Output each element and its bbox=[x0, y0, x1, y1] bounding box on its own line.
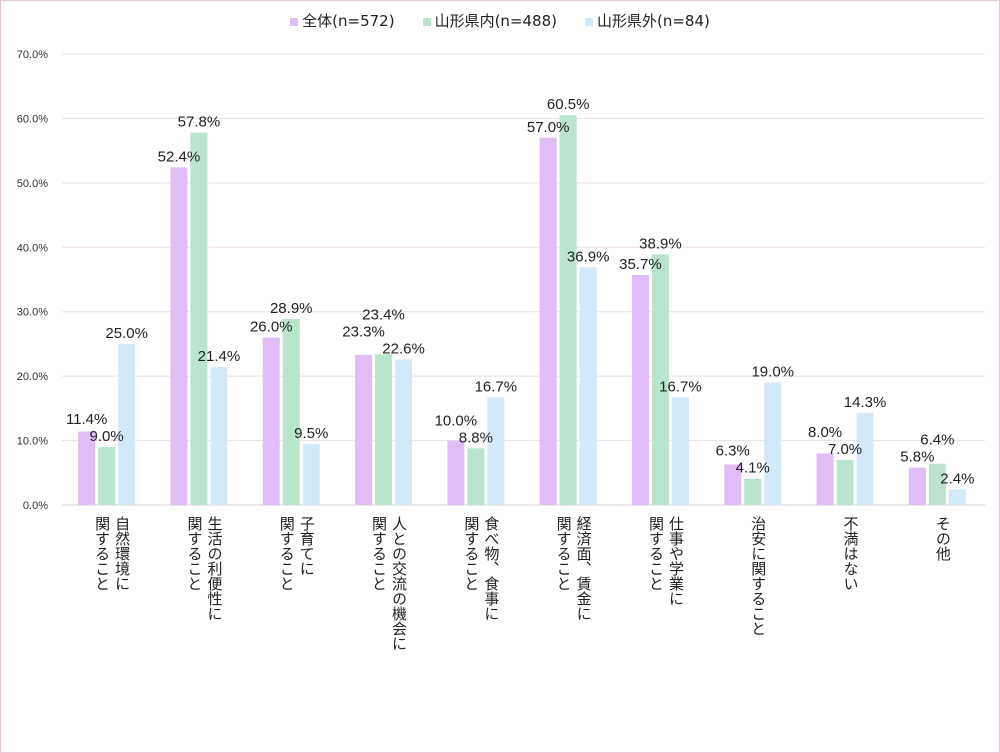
bar bbox=[671, 397, 689, 505]
data-label: 52.4% bbox=[158, 148, 201, 165]
legend-label: 山形県外(n=84) bbox=[596, 12, 710, 30]
legend-item: 全体(n=572) bbox=[290, 10, 395, 31]
data-label: 26.0% bbox=[250, 318, 293, 335]
x-tick-label: 自然環境に 関すること bbox=[93, 516, 132, 591]
x-tick-label: 経済面、賃金に 関すること bbox=[554, 516, 593, 621]
data-label: 21.4% bbox=[198, 348, 241, 365]
bar bbox=[559, 115, 577, 505]
bar bbox=[282, 318, 300, 505]
bar bbox=[539, 137, 557, 505]
data-label: 23.4% bbox=[362, 306, 405, 323]
bar bbox=[262, 337, 280, 505]
data-label: 2.4% bbox=[940, 471, 974, 488]
legend-swatch bbox=[422, 17, 431, 26]
y-tick-label: 40.0% bbox=[17, 242, 48, 254]
y-tick-label: 10.0% bbox=[17, 436, 48, 448]
bar bbox=[190, 132, 208, 506]
bar bbox=[487, 397, 505, 505]
y-tick-label: 0.0% bbox=[23, 500, 48, 512]
x-tick-label: 治安に関すること bbox=[749, 516, 768, 636]
data-label: 9.0% bbox=[90, 428, 124, 445]
data-label: 23.3% bbox=[342, 323, 385, 340]
data-label: 14.3% bbox=[844, 394, 887, 411]
data-label: 7.0% bbox=[828, 441, 862, 458]
bar bbox=[210, 367, 228, 505]
bar bbox=[856, 412, 874, 505]
bar bbox=[355, 354, 373, 505]
data-label: 10.0% bbox=[435, 412, 478, 429]
x-tick-label: 子育てに 関すること bbox=[277, 516, 316, 591]
legend: 全体(n=572) 山形県内(n=488) 山形県外(n=84) bbox=[0, 10, 1000, 31]
legend-swatch bbox=[584, 17, 593, 26]
bar bbox=[579, 267, 597, 505]
bar bbox=[724, 464, 742, 505]
bar bbox=[98, 447, 116, 505]
bar bbox=[908, 467, 926, 505]
x-tick-label: 仕事や学業に 関すること bbox=[646, 516, 685, 606]
bar bbox=[744, 478, 762, 505]
data-label: 35.7% bbox=[619, 256, 662, 273]
bar bbox=[948, 489, 966, 505]
data-label: 6.4% bbox=[920, 432, 954, 449]
data-label: 5.8% bbox=[900, 449, 934, 466]
legend-item: 山形県外(n=84) bbox=[584, 10, 710, 31]
legend-label: 全体(n=572) bbox=[302, 12, 395, 30]
bar bbox=[651, 254, 669, 505]
x-tick-label: 食べ物、食事に 関すること bbox=[462, 516, 501, 621]
data-label: 4.1% bbox=[736, 460, 770, 477]
x-tick-label: 不満はない bbox=[841, 516, 860, 591]
data-label: 38.9% bbox=[639, 235, 682, 252]
x-tick-label: 生活の利便性に 関すること bbox=[185, 516, 224, 621]
legend-swatch bbox=[290, 17, 299, 26]
data-label: 28.9% bbox=[270, 300, 313, 317]
data-label: 8.0% bbox=[808, 424, 842, 441]
data-label: 6.3% bbox=[716, 443, 750, 460]
x-tick-label: その他 bbox=[933, 516, 952, 561]
bar bbox=[764, 382, 782, 505]
bar bbox=[375, 354, 393, 505]
data-label: 25.0% bbox=[105, 325, 148, 342]
data-label: 22.6% bbox=[382, 340, 425, 357]
data-label: 60.5% bbox=[547, 96, 590, 113]
data-label: 19.0% bbox=[751, 364, 794, 381]
bar bbox=[816, 453, 834, 505]
bar bbox=[395, 359, 413, 505]
data-label: 36.9% bbox=[567, 248, 610, 265]
bar bbox=[928, 463, 946, 505]
y-tick-label: 20.0% bbox=[17, 371, 48, 383]
y-tick-label: 70.0% bbox=[17, 49, 48, 61]
legend-item: 山形県内(n=488) bbox=[422, 10, 557, 31]
data-label: 16.7% bbox=[659, 378, 702, 395]
y-tick-label: 60.0% bbox=[17, 113, 48, 125]
legend-label: 山形県内(n=488) bbox=[434, 12, 557, 30]
bar bbox=[467, 448, 485, 505]
bar bbox=[631, 274, 649, 505]
bar bbox=[836, 459, 854, 505]
bar bbox=[447, 440, 465, 505]
bar bbox=[302, 443, 320, 505]
data-label: 57.0% bbox=[527, 119, 570, 136]
bar bbox=[118, 343, 136, 505]
data-label: 11.4% bbox=[66, 411, 107, 428]
bar bbox=[78, 431, 96, 505]
data-label: 16.7% bbox=[475, 378, 518, 395]
bar bbox=[170, 167, 188, 505]
data-label: 9.5% bbox=[294, 425, 328, 442]
x-tick-label: 人との交流の機会に 関すること bbox=[370, 516, 409, 651]
data-label: 57.8% bbox=[178, 114, 221, 131]
y-tick-label: 50.0% bbox=[17, 178, 48, 190]
data-label: 8.8% bbox=[459, 429, 493, 446]
y-tick-label: 30.0% bbox=[17, 307, 48, 319]
